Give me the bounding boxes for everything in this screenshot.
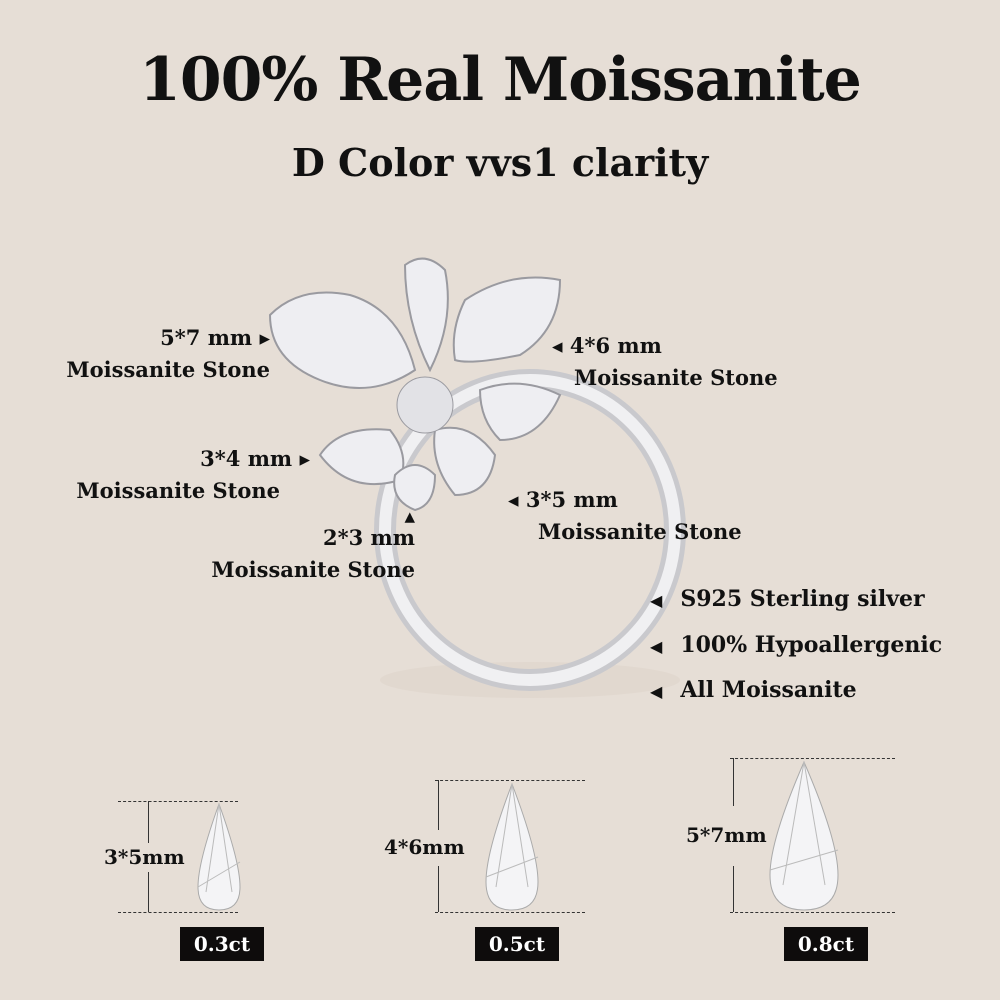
page-title: 100% Real Moissanite bbox=[139, 45, 862, 115]
dimension-line bbox=[733, 866, 734, 912]
dimension-line bbox=[148, 872, 149, 912]
stone-size: 4*6mm bbox=[384, 835, 465, 859]
feature-item: ◀ All Moissanite bbox=[650, 677, 857, 703]
dimension-line bbox=[118, 801, 238, 802]
pear-stone-image bbox=[197, 802, 241, 911]
dimension-line bbox=[438, 866, 439, 912]
dimension-line bbox=[730, 758, 895, 759]
left-triangle-icon: ◂ bbox=[508, 487, 519, 512]
stone-size: 5*7mm bbox=[686, 823, 767, 847]
right-triangle-icon: ▸ bbox=[299, 446, 310, 471]
dimension-line bbox=[148, 801, 149, 843]
callout-5x7: 5*7 mm ▸ Moissanite Stone bbox=[40, 322, 270, 386]
carat-badge: 0.8ct bbox=[784, 927, 868, 961]
dimension-line bbox=[118, 912, 238, 913]
feature-text: 100% Hypoallergenic bbox=[680, 632, 943, 658]
feature-text: S925 Sterling silver bbox=[680, 586, 925, 612]
feature-item: ◀ S925 Sterling silver bbox=[650, 586, 925, 612]
left-triangle-icon: ◂ bbox=[552, 333, 563, 358]
up-triangle-icon: ▴ bbox=[404, 503, 415, 528]
dimension-line bbox=[730, 912, 895, 913]
left-triangle-icon: ◀ bbox=[650, 637, 663, 656]
callout-4x6: ◂ 4*6 mm Moissanite Stone bbox=[552, 330, 778, 394]
callout-size: 3*5 mm bbox=[525, 487, 618, 512]
stone-size: 3*5mm bbox=[104, 845, 185, 869]
left-triangle-icon: ◀ bbox=[650, 682, 663, 701]
dimension-line bbox=[733, 758, 734, 806]
callout-size: 5*7 mm bbox=[160, 325, 253, 350]
left-triangle-icon: ◀ bbox=[650, 591, 663, 610]
callout-size: 4*6 mm bbox=[569, 333, 662, 358]
pear-stone-image bbox=[769, 760, 839, 911]
dimension-line bbox=[438, 780, 439, 830]
callout-label: Moissanite Stone bbox=[574, 365, 778, 390]
callout-label: Moissanite Stone bbox=[66, 357, 270, 382]
feature-text: All Moissanite bbox=[680, 677, 857, 703]
feature-item: ◀ 100% Hypoallergenic bbox=[650, 632, 942, 658]
carat-badge: 0.5ct bbox=[475, 927, 559, 961]
pear-stone-image bbox=[485, 782, 539, 911]
ring-image bbox=[268, 257, 686, 698]
callout-3x4: 3*4 mm ▸ Moissanite Stone bbox=[60, 443, 310, 507]
callout-2x3: ▴ 2*3 mm Moissanite Stone bbox=[200, 500, 415, 586]
callout-label: Moissanite Stone bbox=[76, 478, 280, 503]
right-triangle-icon: ▸ bbox=[259, 325, 270, 350]
callout-3x5: ◂ 3*5 mm Moissanite Stone bbox=[508, 484, 742, 548]
dimension-line bbox=[435, 912, 585, 913]
page-subtitle: D Color vvs1 clarity bbox=[291, 140, 709, 185]
callout-label: Moissanite Stone bbox=[211, 557, 415, 582]
callout-label: Moissanite Stone bbox=[538, 519, 742, 544]
dimension-line bbox=[435, 780, 585, 781]
carat-badge: 0.3ct bbox=[180, 927, 264, 961]
callout-size: 2*3 mm bbox=[323, 525, 415, 550]
callout-size: 3*4 mm bbox=[200, 446, 293, 471]
